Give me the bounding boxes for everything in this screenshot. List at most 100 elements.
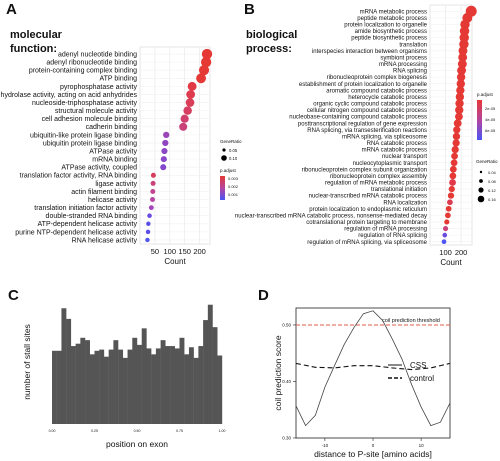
category-label: peptide metabolic process bbox=[357, 16, 427, 22]
data-point bbox=[186, 90, 196, 99]
x-axis-title: Count bbox=[440, 258, 462, 267]
data-point bbox=[452, 139, 460, 147]
data-point bbox=[187, 81, 197, 91]
histogram-bar bbox=[108, 349, 114, 424]
y-tick-label: 0.50 bbox=[282, 322, 291, 327]
category-label: RNA catabolic process bbox=[367, 141, 427, 147]
threshold-label: coil prediction threshold bbox=[382, 318, 440, 324]
data-point bbox=[146, 221, 151, 227]
category-label: RNA localization bbox=[383, 200, 427, 206]
data-point bbox=[163, 131, 170, 139]
panel-b-title-line1: biological bbox=[246, 29, 297, 41]
data-point bbox=[444, 219, 450, 225]
x-tick-label: 0.50 bbox=[134, 429, 141, 433]
category-label: mRNA catabolic process bbox=[362, 148, 427, 154]
histogram-bar bbox=[89, 354, 95, 424]
histogram-bar bbox=[103, 356, 109, 424]
category-label: interspecies interaction between organis… bbox=[312, 49, 427, 55]
category-label: ATPase activity bbox=[89, 148, 137, 155]
x-tick-label: 0.75 bbox=[176, 429, 183, 433]
category-label: adenyl ribonucleotide binding bbox=[46, 60, 137, 67]
histogram-bar bbox=[127, 349, 133, 424]
histogram-bar bbox=[188, 347, 194, 424]
data-point bbox=[179, 122, 188, 131]
plot-area bbox=[295, 307, 451, 439]
category-label: pyrophosphatase activity bbox=[60, 84, 138, 91]
legend-size-label: 0.16 bbox=[488, 197, 497, 202]
legend-colorbar bbox=[477, 100, 482, 140]
x-tick-label: 150 bbox=[178, 247, 191, 256]
data-point bbox=[196, 73, 206, 84]
histogram-bar bbox=[170, 346, 175, 424]
category-label: cadherin binding bbox=[86, 124, 137, 131]
x-tick-label: 0.00 bbox=[49, 429, 56, 433]
category-label: structural molecule activity bbox=[55, 108, 138, 115]
category-label: translation bbox=[399, 42, 427, 48]
category-label: translational initiation bbox=[371, 187, 427, 193]
data-point bbox=[449, 165, 457, 173]
data-point bbox=[150, 197, 155, 203]
legend-colorbar-tick: 0.003 bbox=[228, 176, 239, 181]
histogram-bar bbox=[137, 344, 142, 424]
data-point bbox=[445, 205, 452, 212]
panel-d-lineplot: -10 0 10 0.30 0.40 0.50 coil prediction thresh… bbox=[273, 307, 451, 459]
histogram-bar bbox=[207, 304, 213, 424]
x-tick-label: 50 bbox=[151, 247, 159, 256]
category-label: organic cyclic compound catabolic proces… bbox=[313, 102, 427, 108]
data-point bbox=[455, 105, 464, 115]
data-point bbox=[145, 237, 150, 243]
x-tick-label: 0.25 bbox=[91, 429, 98, 433]
data-point bbox=[451, 145, 459, 154]
data-point bbox=[455, 112, 463, 121]
category-label: establishment of protein localization to… bbox=[299, 82, 428, 88]
legend-title-padj: p.adjust bbox=[220, 168, 237, 173]
data-point bbox=[455, 92, 465, 102]
histogram-bar bbox=[203, 320, 209, 424]
histogram-bar bbox=[165, 346, 171, 424]
legend-label: CSS bbox=[410, 361, 426, 370]
category-label: aromatic compound catabolic process bbox=[326, 88, 427, 94]
legend-colorbar-tick: 0.001 bbox=[228, 192, 239, 197]
x-tick-label: 10 bbox=[419, 443, 425, 448]
legend-size-label: 0.05 bbox=[229, 148, 238, 153]
histogram-bar bbox=[56, 350, 62, 424]
legend-size-label: 0.10 bbox=[229, 156, 238, 161]
data-point bbox=[453, 126, 461, 134]
category-label: nucleocytoplasmic transport bbox=[353, 161, 428, 167]
category-label: regulation of mRNA processing bbox=[344, 227, 427, 233]
legend-size-label: 0.12 bbox=[488, 188, 497, 193]
category-label: RNA splicing bbox=[393, 69, 427, 75]
category-label: ribonucleoprotein complex biogenesis bbox=[327, 75, 427, 81]
category-label: ligase activity bbox=[95, 181, 137, 188]
legend-colorbar-tick: 2e-05 bbox=[485, 106, 496, 111]
histogram-bar bbox=[85, 340, 90, 424]
y-tick-label: 0.40 bbox=[282, 379, 291, 384]
category-label: RNA helicase activity bbox=[72, 237, 138, 244]
category-label: amide biosynthetic process bbox=[355, 29, 427, 35]
category-label: nuclear-transcribed mRNA catabolic proce… bbox=[309, 194, 427, 200]
category-label: translation factor activity, RNA binding bbox=[20, 173, 137, 180]
data-point bbox=[441, 239, 447, 245]
legend-title-generatio: GeneRatio bbox=[476, 159, 498, 164]
data-point bbox=[445, 212, 451, 219]
data-point bbox=[161, 147, 168, 155]
histogram-bar bbox=[179, 337, 185, 424]
data-point bbox=[198, 65, 210, 76]
histogram-bar bbox=[146, 348, 152, 424]
category-label: nuclear-transcribed mRNA catabolic proce… bbox=[235, 213, 427, 219]
data-point bbox=[450, 159, 458, 167]
data-point bbox=[455, 99, 464, 108]
category-label: purine NTP-dependent helicase activity bbox=[15, 229, 137, 236]
histogram-bar bbox=[70, 346, 76, 424]
legend-title-generatio: GeneRatio bbox=[220, 139, 242, 144]
x-tick-label: 200 bbox=[193, 247, 206, 256]
category-label: RNA splicing, via transesterification re… bbox=[307, 128, 427, 134]
histogram-bar bbox=[155, 348, 161, 424]
category-label: symbiont process bbox=[380, 55, 427, 61]
histogram-bar bbox=[61, 308, 67, 424]
histogram-bar bbox=[217, 355, 223, 424]
histogram-bar bbox=[113, 340, 119, 424]
x-tick-label: 0 bbox=[372, 443, 375, 448]
data-point bbox=[447, 199, 453, 206]
histogram-bar bbox=[66, 318, 72, 424]
